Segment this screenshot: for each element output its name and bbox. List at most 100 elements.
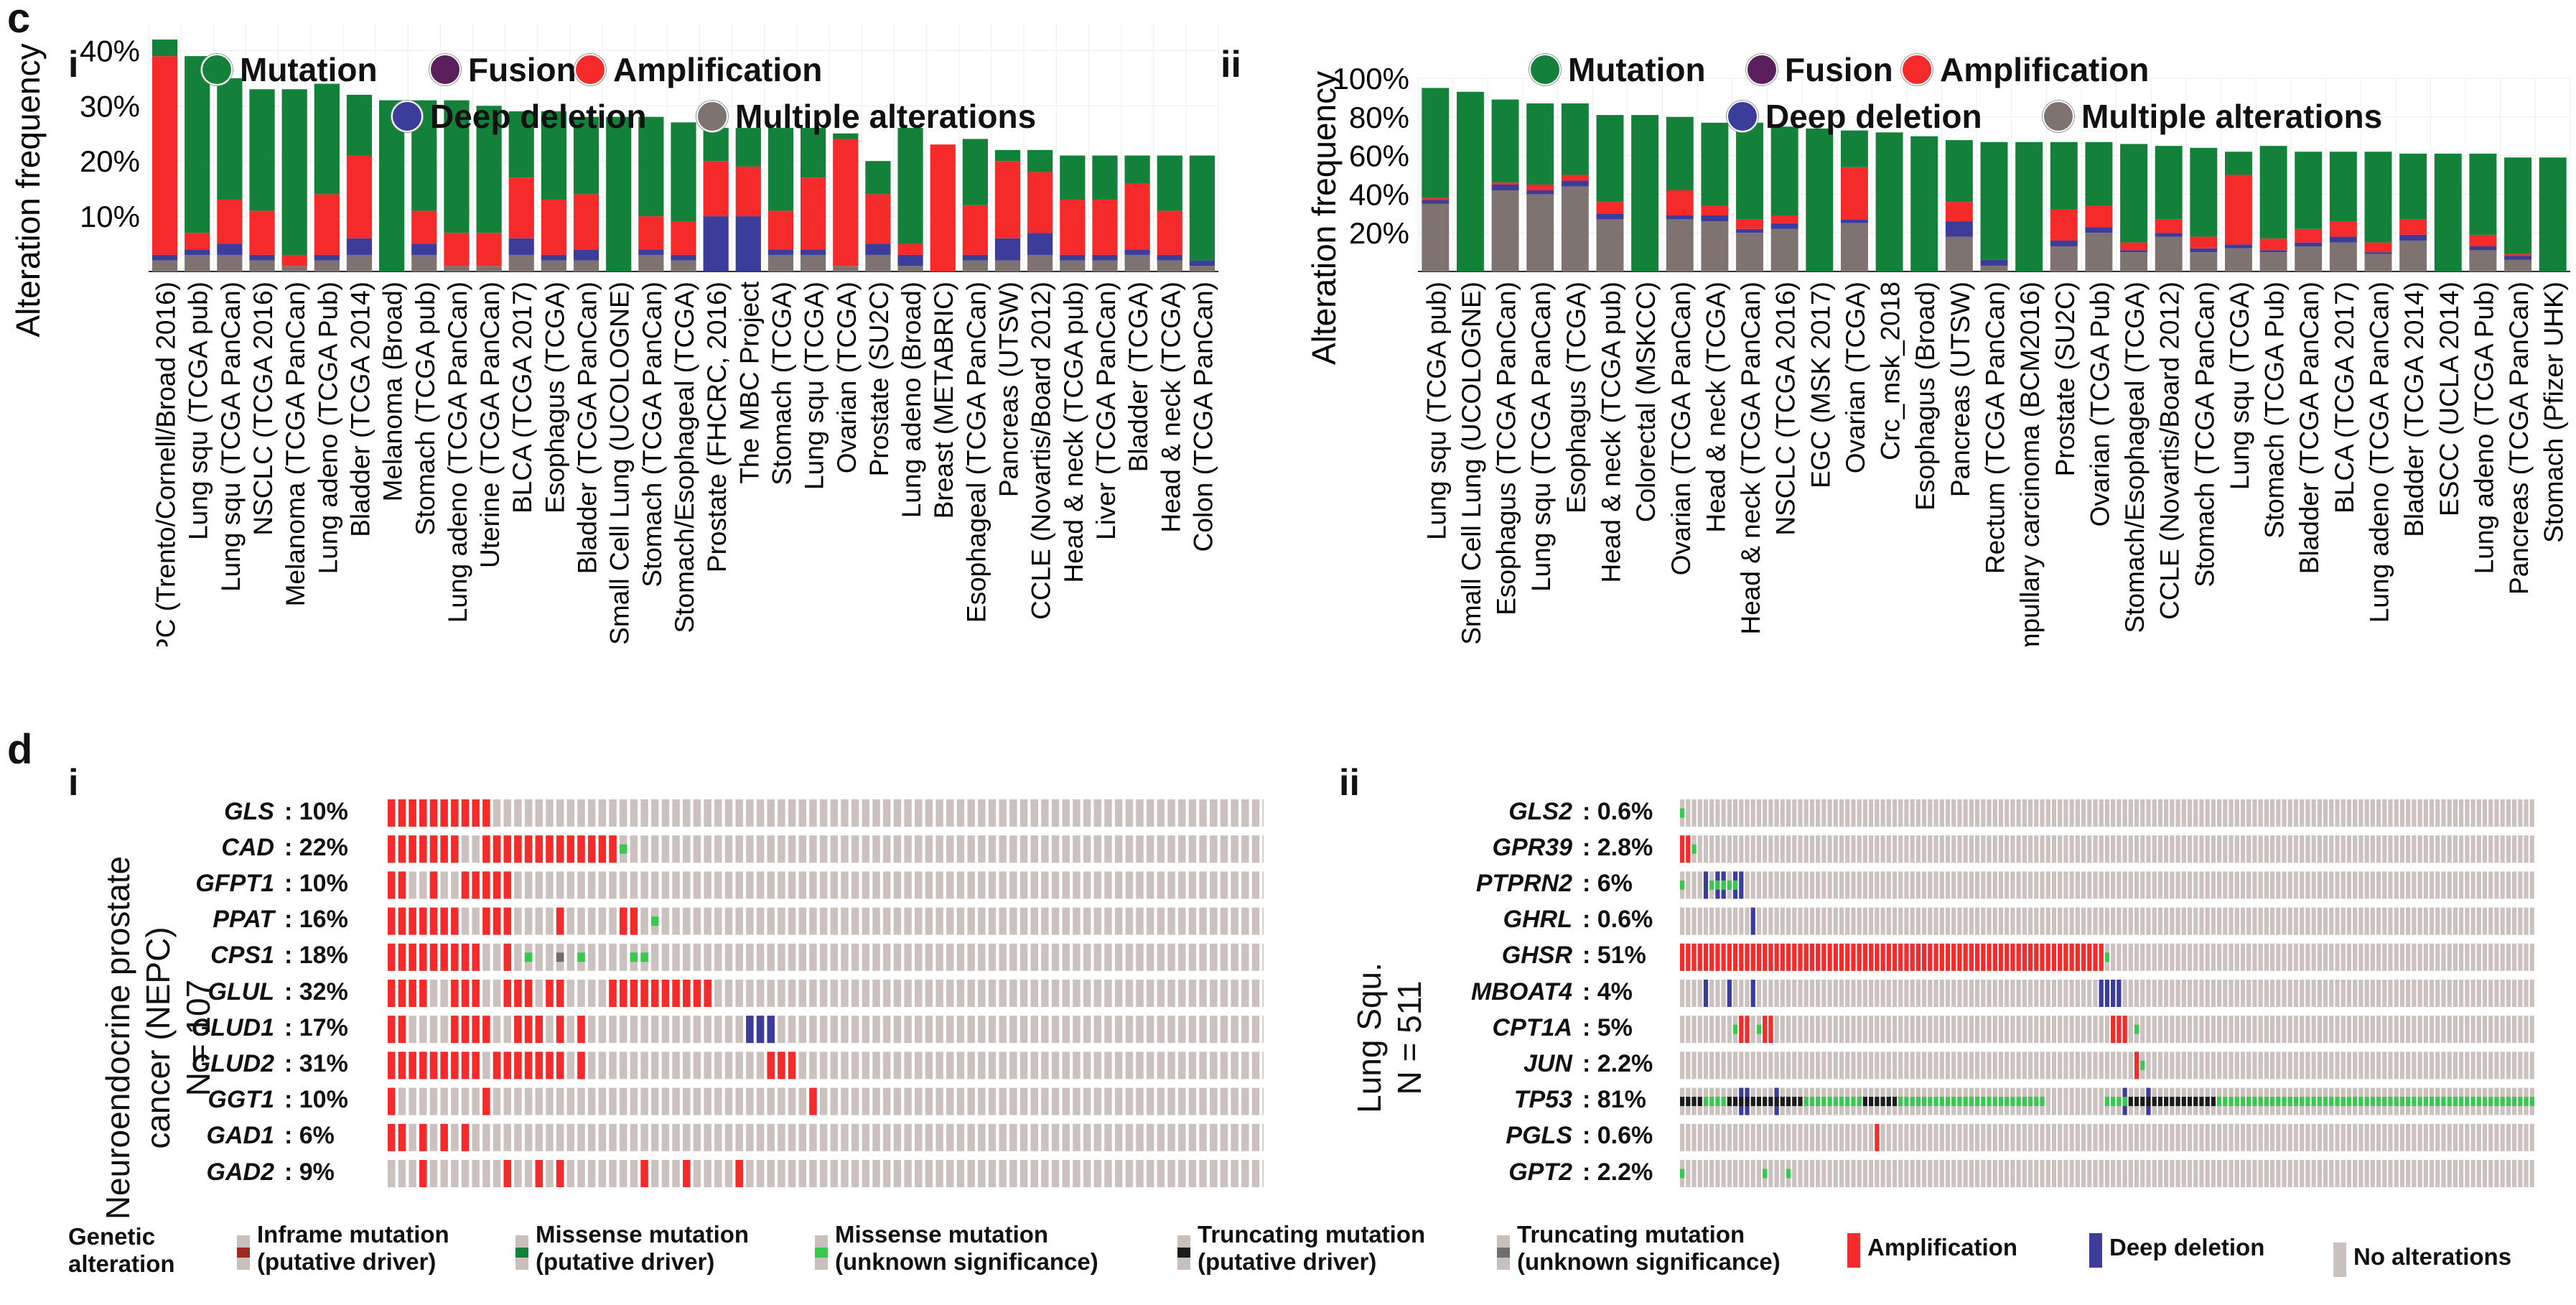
oncoprint-cell <box>1833 907 1838 935</box>
bar-segment-amplification <box>1736 219 1764 229</box>
legend-ci-mutation: Mutation <box>201 50 378 89</box>
oncoprint-cell <box>2412 1123 2417 1151</box>
oncoprint-cell <box>2329 1051 2334 1079</box>
oncoprint-cell <box>1083 835 1091 863</box>
oncoprint-cell <box>640 1123 648 1151</box>
bar-segment-deep-deletion <box>865 243 891 255</box>
oncoprint-cell <box>1851 1123 1856 1151</box>
oncoprint-cell <box>1251 980 1260 1007</box>
oncoprint-cell <box>778 1087 785 1115</box>
oncoprint-cell <box>2005 835 2010 863</box>
oncoprint-cell <box>2382 943 2387 971</box>
oncoprint-cell <box>2128 1123 2133 1151</box>
oncoprint-cell <box>2482 1160 2488 1187</box>
oncoprint-cell <box>514 871 522 899</box>
oncoprint-cell <box>756 871 765 899</box>
oncoprint-cell <box>2040 980 2045 1007</box>
oncoprint-cell <box>2117 1123 2122 1151</box>
missense-mutation-cell <box>2482 1097 2488 1107</box>
oncoprint-cell <box>2465 1160 2470 1187</box>
oncoprint-cell <box>2453 835 2458 863</box>
oncoprint-cell <box>2016 980 2021 1007</box>
oncoprint-cell <box>1062 835 1070 863</box>
gene-percent: : 81% <box>1582 1086 1646 1114</box>
oncoprint-cell <box>2453 907 2458 935</box>
oncoprint-cell <box>1686 1160 1691 1187</box>
oncoprint-cell <box>1727 799 1732 827</box>
oncoprint-cell <box>1957 1160 1962 1187</box>
oncoprint-cell <box>2276 1160 2281 1187</box>
oncoprint-cell <box>1833 835 1838 863</box>
oncoprint-cell <box>535 980 543 1007</box>
bar-segment-multiple-alterations <box>2329 242 2357 271</box>
category-label: CCLE (Novartis/Board 2012) <box>2155 282 2185 620</box>
oncoprint-cell <box>767 1087 775 1115</box>
bar-segment-multiple-alterations <box>2364 254 2392 271</box>
amplification-cell <box>535 1051 543 1079</box>
oncoprint-cell <box>988 943 997 971</box>
oncoprint-cell <box>935 1087 943 1115</box>
oncoprint-cell <box>598 1016 607 1044</box>
oncoprint-cell <box>2376 907 2381 935</box>
missense-mutation-cell <box>1691 844 1697 854</box>
oncoprint-cell <box>788 871 796 899</box>
oncoprint-cell <box>1727 907 1732 935</box>
bar-segment-multiple-alterations <box>476 266 502 271</box>
oncoprint-cell <box>1798 1051 1803 1079</box>
oncoprint-cell <box>830 1016 839 1044</box>
oncoprint-cell <box>904 1051 912 1079</box>
oncoprint-cell <box>2205 907 2210 935</box>
oncoprint-cell <box>2199 907 2204 935</box>
oncoprint-cell <box>619 943 627 971</box>
oncoprint-cell <box>704 799 711 827</box>
oncoprint-cell <box>566 943 575 971</box>
bar-segment-deep-deletion <box>151 254 178 261</box>
bar-segment-multiple-alterations <box>314 260 340 271</box>
oncoprint-cell <box>988 980 997 1007</box>
oncoprint-cell <box>956 835 965 863</box>
oncoprint-cell <box>1093 799 1102 827</box>
y-tick-label: 10% <box>80 200 140 233</box>
oncoprint-cell <box>651 1160 659 1187</box>
truncating-mutation-cell <box>1732 1097 1738 1107</box>
gene-percent: : 6% <box>284 1122 335 1150</box>
bar-segment-mutation <box>2224 152 2252 175</box>
legend-cii-amplification: Amplification <box>1901 50 2149 89</box>
oncoprint-cell <box>1167 1087 1175 1115</box>
gene-percent: : 0.6% <box>1582 906 1653 934</box>
bar-segment-amplification <box>1840 167 1868 220</box>
oncoprint-cell <box>2140 835 2145 863</box>
gene-name: GLS2 <box>1508 797 1572 825</box>
missense-mutation-cell <box>2388 1097 2393 1107</box>
category-label: Lung adeno (TCGA PanCan) <box>2365 282 2394 623</box>
oncoprint-cell <box>2346 1123 2352 1151</box>
missense-mutation-cell <box>2346 1097 2352 1107</box>
oncoprint-cell <box>1062 943 1070 971</box>
oncoprint-cell <box>2058 907 2063 935</box>
oncoprint-cell <box>1763 835 1768 863</box>
missense-mutation-cell <box>1969 1097 1974 1107</box>
amplification-cell <box>524 835 533 863</box>
oncoprint-cell <box>2429 1051 2435 1079</box>
bar-segment-mutation <box>1910 136 1938 271</box>
oncoprint-cell <box>2429 943 2435 971</box>
amplification-cell <box>461 1051 470 1079</box>
oncoprint-cell <box>809 943 817 971</box>
oncoprint-cell <box>1199 980 1207 1007</box>
category-label: The MBC Project <box>734 281 764 483</box>
bar-segment-multiple-alterations <box>573 260 599 271</box>
oncoprint-cell <box>1231 1160 1238 1187</box>
oncoprint-cell <box>2211 1016 2216 1044</box>
oncoprint-cell <box>2104 1160 2110 1187</box>
oncoprint-cell <box>2494 1051 2499 1079</box>
oncoprint-cell <box>2341 1160 2346 1187</box>
oncoprint-cell <box>2459 907 2464 935</box>
missense-mutation-cell <box>2488 1097 2493 1107</box>
oncoprint-cell <box>2293 1160 2299 1187</box>
oncoprint-cell <box>2205 980 2210 1007</box>
oncoprint-cell <box>1869 907 1874 935</box>
oncoprint-cell <box>1851 1051 1856 1079</box>
oncoprint-cell <box>714 1087 722 1115</box>
bar-segment-amplification <box>444 233 470 266</box>
missense-mutation-cell <box>2311 1097 2316 1107</box>
